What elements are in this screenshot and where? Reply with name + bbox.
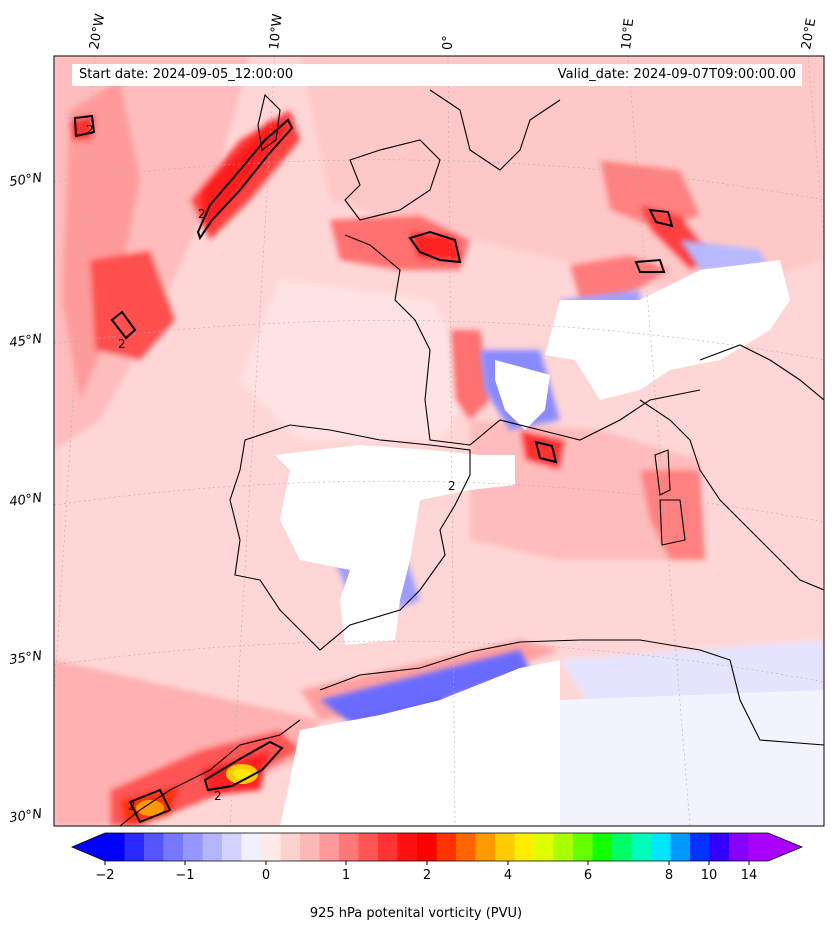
- colorbar-swatch: [300, 833, 321, 861]
- colorbar-swatch: [729, 833, 750, 861]
- colorbar-swatch: [222, 833, 243, 861]
- lon-label: 10°W: [267, 13, 286, 50]
- start-date: Start date: 2024-09-05_12:00:00: [79, 67, 294, 82]
- contour-label: 2: [214, 789, 222, 803]
- lon-label: 10°E: [619, 18, 637, 51]
- colorbar-tick-label: 8: [665, 868, 673, 883]
- colorbar-tick-label: −2: [95, 868, 114, 883]
- colorbar-swatch: [397, 833, 418, 861]
- colorbar-swatch: [651, 833, 672, 861]
- colorbar-swatch: [378, 833, 399, 861]
- colorbar-swatch: [436, 833, 457, 861]
- contour-label: 2: [198, 207, 206, 221]
- colorbar-swatch: [358, 833, 379, 861]
- date-banner: Start date: 2024-09-05_12:00:00 Valid_da…: [72, 64, 802, 86]
- colorbar-swatch: [144, 833, 165, 861]
- colorbar-swatch: [553, 833, 574, 861]
- lon-label: 0°: [441, 35, 456, 50]
- colorbar-tick-label: 10: [701, 868, 718, 883]
- colorbar-swatch: [319, 833, 340, 861]
- colorbar-swatch: [456, 833, 477, 861]
- pv-shading: [54, 56, 824, 826]
- colorbar-tick-label: 2: [423, 868, 431, 883]
- colorbar-swatch: [534, 833, 555, 861]
- latitude-labels: 50°N 45°N 40°N 35°N 30°N: [8, 171, 43, 826]
- colorbar-tick-label: 0: [262, 868, 270, 883]
- valid-date: Valid_date: 2024-09-07T09:00:00.00: [557, 67, 796, 82]
- colorbar-swatch: [124, 833, 145, 861]
- masked-regions: [275, 260, 824, 826]
- pv-2-contours: [73, 114, 674, 824]
- colorbar-swatch: [514, 833, 535, 861]
- lat-label: 40°N: [8, 491, 43, 510]
- colorbar-swatch: [709, 833, 730, 861]
- colorbar-extend-max: [768, 833, 802, 861]
- contour-label: 2: [86, 123, 94, 137]
- colorbar-swatch: [690, 833, 711, 861]
- colorbar-extend-min: [72, 833, 105, 861]
- contour-label: 2: [118, 337, 126, 351]
- longitude-labels: 20°W 10°W 0° 10°E 20°E: [87, 13, 819, 51]
- colorbar-swatch: [417, 833, 438, 861]
- colorbar-swatch: [183, 833, 204, 861]
- colorbar-swatch: [592, 833, 613, 861]
- lon-label: 20°E: [799, 17, 819, 50]
- lat-label: 30°N: [8, 807, 43, 826]
- colorbar-swatch: [280, 833, 301, 861]
- colorbar-swatch: [241, 833, 262, 861]
- lat-label: 35°N: [8, 649, 43, 668]
- colorbar-swatch: [612, 833, 633, 861]
- lon-label: 20°W: [87, 13, 108, 51]
- colorbar-swatch: [748, 833, 769, 861]
- colorbar-swatch: [105, 833, 126, 861]
- colorbar-swatch: [670, 833, 691, 861]
- lat-label: 50°N: [8, 171, 43, 190]
- colorbar-tick-label: 4: [504, 868, 512, 883]
- colorbar-tick-label: 1: [342, 868, 350, 883]
- contour-label: 2: [448, 479, 456, 493]
- colorbar-swatch: [495, 833, 516, 861]
- colorbar: −2 −1 0 1 2 4 6 8 10 14: [70, 832, 804, 883]
- colorbar-swatch: [631, 833, 652, 861]
- colorbar-swatch: [202, 833, 223, 861]
- contour-label: 2: [128, 799, 136, 813]
- colorbar-swatch: [339, 833, 360, 861]
- high-pv-spots: [136, 764, 258, 816]
- colorbar-tick-label: −1: [175, 868, 194, 883]
- lat-label: 45°N: [8, 332, 43, 351]
- colorbar-swatch: [475, 833, 496, 861]
- colorbar-swatch: [261, 833, 282, 861]
- colorbar-swatch: [163, 833, 184, 861]
- map-frame: [53, 55, 825, 827]
- colorbar-tick-label: 14: [741, 868, 758, 883]
- colorbar-swatch: [573, 833, 594, 861]
- coastlines: [119, 89, 824, 826]
- colorbar-tick-label: 6: [584, 868, 592, 883]
- pv-contour-labels: 2 2 2 2 2 2: [86, 123, 456, 813]
- map-plot-area: 2 2 2 2 2 2: [54, 56, 824, 826]
- colorbar-title: 925 hPa potenital vorticity (PVU): [309, 906, 523, 921]
